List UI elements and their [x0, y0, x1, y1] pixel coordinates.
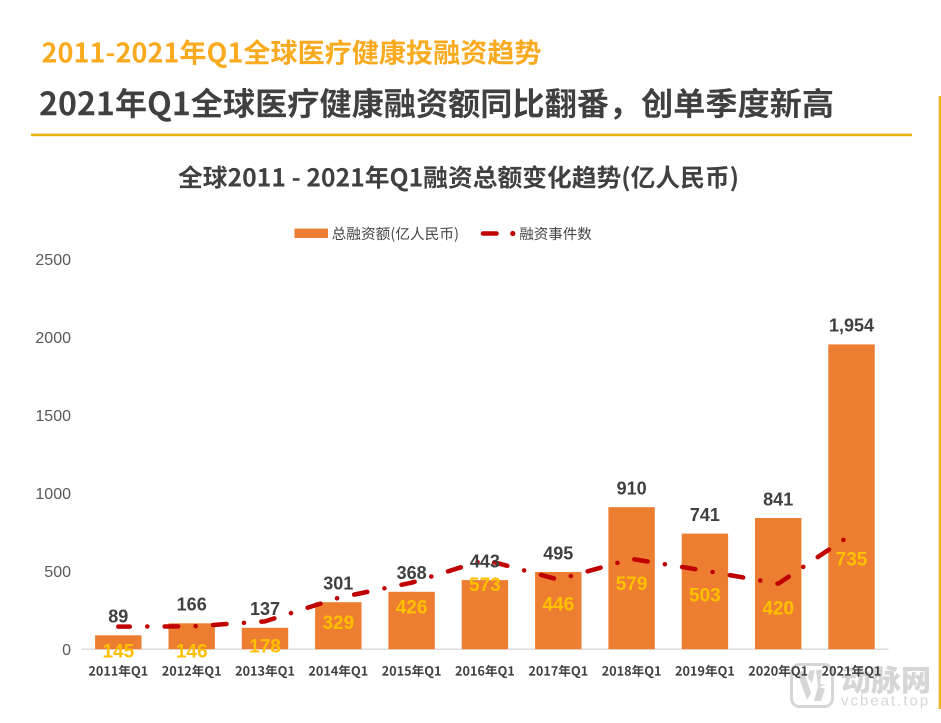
- svg-text:301: 301: [323, 574, 353, 594]
- svg-text:841: 841: [763, 489, 793, 509]
- svg-text:735: 735: [836, 550, 868, 571]
- svg-text:446: 446: [542, 595, 574, 616]
- svg-text:137: 137: [250, 599, 280, 619]
- svg-text:579: 579: [616, 574, 648, 595]
- svg-text:329: 329: [322, 613, 354, 634]
- svg-text:vcbeat.top: vcbeat.top: [841, 693, 930, 710]
- svg-text:146: 146: [176, 641, 208, 662]
- svg-text:178: 178: [249, 636, 281, 657]
- svg-text:1500: 1500: [35, 408, 71, 425]
- svg-text:2000: 2000: [35, 330, 71, 347]
- svg-text:1000: 1000: [35, 486, 71, 503]
- svg-text:741: 741: [690, 505, 720, 525]
- svg-text:910: 910: [617, 479, 647, 499]
- svg-text:2500: 2500: [35, 252, 71, 269]
- svg-text:426: 426: [396, 598, 428, 619]
- svg-text:495: 495: [543, 543, 573, 563]
- svg-text:1,954: 1,954: [829, 316, 874, 336]
- svg-text:500: 500: [44, 564, 71, 581]
- svg-text:89: 89: [108, 607, 128, 627]
- svg-text:368: 368: [397, 563, 427, 583]
- svg-text:503: 503: [689, 586, 721, 607]
- svg-text:0: 0: [62, 642, 71, 659]
- svg-text:573: 573: [469, 575, 501, 596]
- svg-text:420: 420: [762, 599, 794, 620]
- svg-text:145: 145: [102, 642, 134, 663]
- svg-text:166: 166: [177, 595, 207, 615]
- svg-text:443: 443: [470, 551, 500, 571]
